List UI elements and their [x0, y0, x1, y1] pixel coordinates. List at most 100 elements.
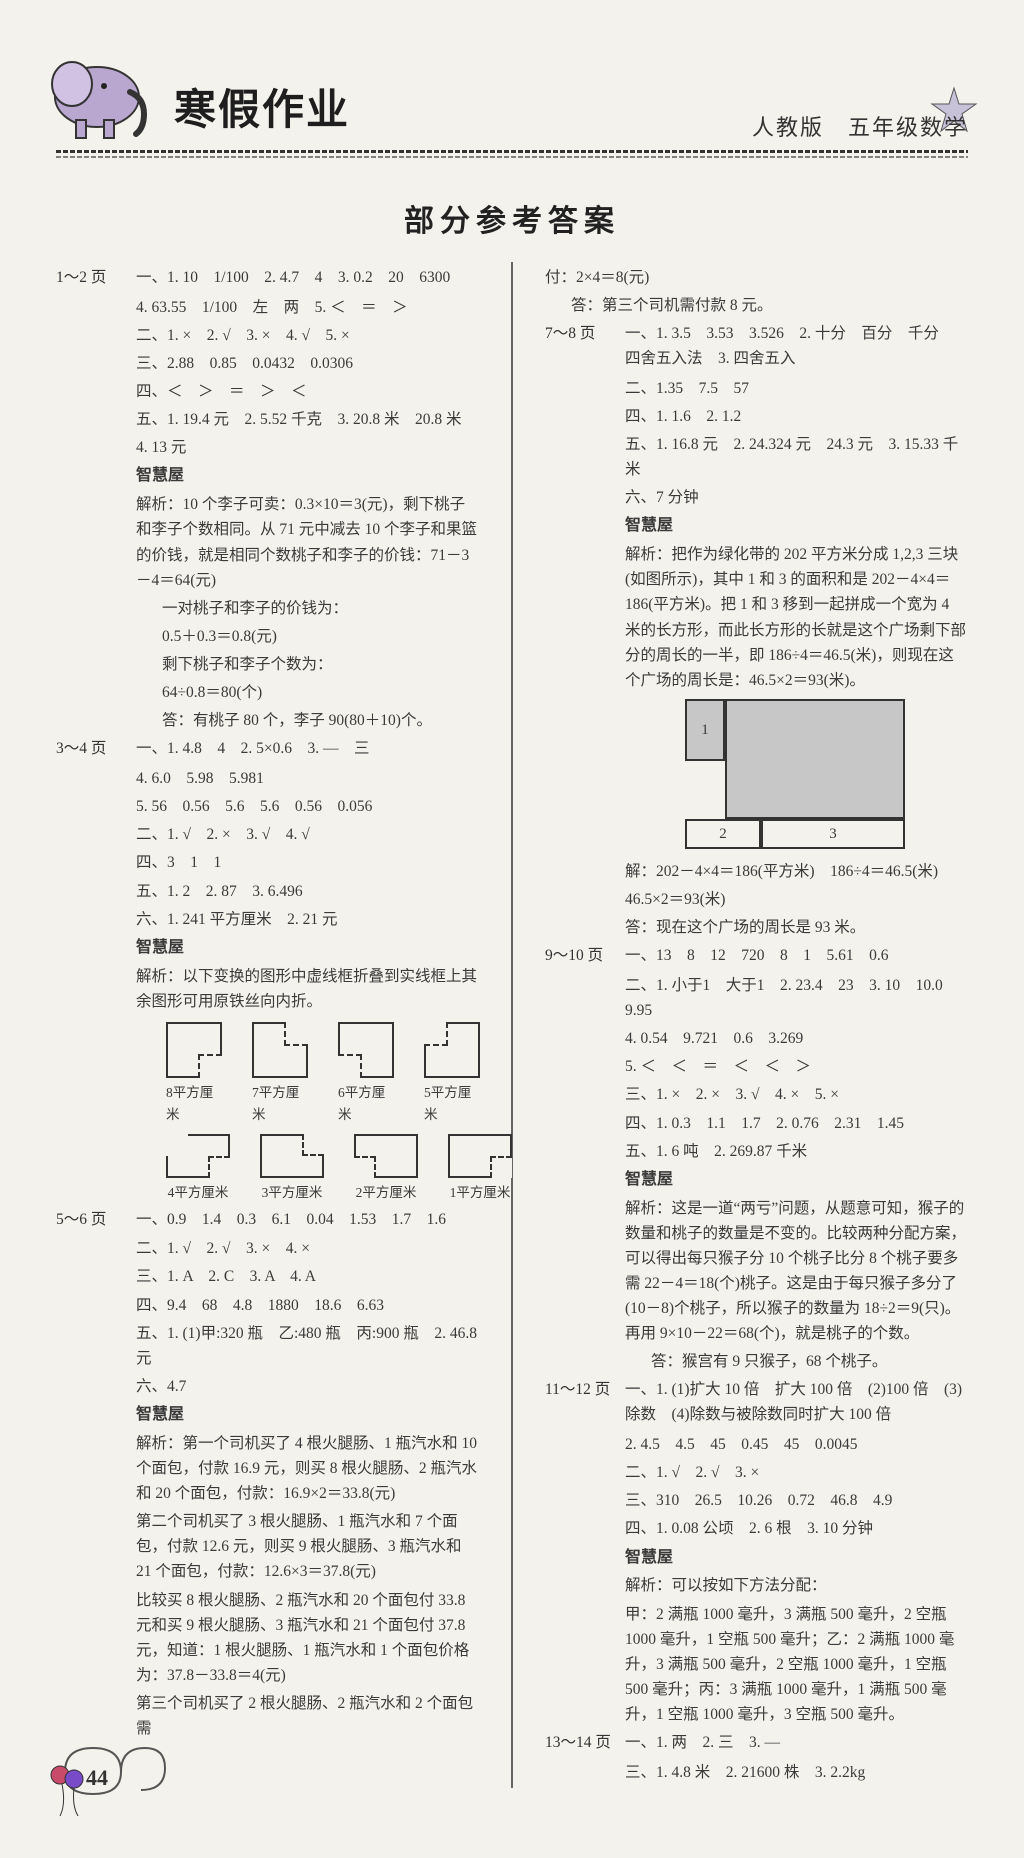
- explanation: 解析：以下变换的图形中虚线框折叠到实线框上其余图形可用原铁丝向内折。: [136, 964, 479, 1014]
- polyomino-icon: [354, 1134, 418, 1178]
- range-label: 9～10 页: [545, 944, 625, 969]
- shape-item: 1平方厘米: [448, 1134, 512, 1204]
- diagram-main-rect: [725, 699, 905, 819]
- wisdom-box: 智慧屋 解析：10 个李子可卖：0.3×10＝3(元)，剩下桃子和李子个数相同。…: [56, 463, 479, 733]
- shape-label: 6平方厘米: [338, 1082, 394, 1126]
- left-column: 1～2 页一、1. 10 1/100 2. 4.7 4 3. 0.2 20 63…: [56, 262, 479, 1788]
- answer-line: 四、3 1 1: [136, 850, 479, 875]
- answer-line: 一、1. 4.8 4 2. 5×0.6 3. — 三: [136, 737, 479, 762]
- answer-line: 一、0.9 1.4 0.3 6.1 0.04 1.53 1.7 1.6: [136, 1208, 479, 1233]
- diagram-block-3: 3: [761, 819, 905, 849]
- answer-line: 2. 4.5 4.5 45 0.45 45 0.0045: [625, 1432, 968, 1457]
- shape-label: 4平方厘米: [168, 1182, 229, 1204]
- explanation: 64÷0.8＝80(个): [136, 680, 479, 705]
- answer-line: 六、7 分钟: [625, 485, 968, 510]
- range-label: 5～6 页: [56, 1208, 136, 1233]
- answer-line: 四、1. 0.08 公顷 2. 6 根 3. 10 分钟: [625, 1516, 968, 1541]
- answer-line: 二、1. √ 2. √ 3. ×: [625, 1460, 968, 1485]
- shape-label: 8平方厘米: [166, 1082, 222, 1126]
- workbook-title: 寒假作业: [174, 76, 350, 137]
- wisdom-box: 智慧屋 解析：可以按如下方法分配： 甲：2 满瓶 1000 毫升，3 满瓶 50…: [545, 1545, 968, 1728]
- shape-item: 5平方厘米: [424, 1022, 480, 1126]
- answer-line: 六、1. 241 平方厘米 2. 21 元: [136, 907, 479, 932]
- shape-label: 1平方厘米: [450, 1182, 511, 1204]
- answer-line: 一、13 8 12 720 8 1 5.61 0.6: [625, 944, 968, 969]
- shape-item: 8平方厘米: [166, 1022, 222, 1126]
- page-header: 寒假作业 人教版 五年级数学: [56, 50, 968, 168]
- answer-line: 四、1. 1.6 2. 1.2: [625, 404, 968, 429]
- wisdom-box: 智慧屋 解析：第一个司机买了 4 根火腿肠、1 瓶汽水和 10 个面包，付款 1…: [56, 1402, 479, 1741]
- explanation: 比较买 8 根火腿肠、2 瓶汽水和 20 个面包付 33.8 元和买 9 根火腿…: [136, 1588, 479, 1688]
- answer-line: 四、＜ ＞ ＝ ＞ ＜: [136, 379, 479, 404]
- rect-diagram: 1 2 3: [685, 699, 968, 819]
- range-label: 11～12 页: [545, 1378, 625, 1428]
- polyomino-icon: [448, 1134, 512, 1178]
- answer-line: 三、2.88 0.85 0.0432 0.0306: [136, 351, 479, 376]
- page-number-badge: 44: [58, 1743, 168, 1818]
- answer-line: 五、1. (1)甲:320 瓶 乙:480 瓶 丙:900 瓶 2. 46.8 …: [136, 1321, 479, 1371]
- explanation: 解析：把作为绿化带的 202 平方米分成 1,2,3 三块(如图所示)，其中 1…: [625, 542, 968, 693]
- answer-line: 二、1. √ 2. √ 3. × 4. ×: [136, 1236, 479, 1261]
- answer-line: 4. 6.0 5.98 5.981: [136, 766, 479, 791]
- explanation: 答：猴宫有 9 只猴子，68 个桃子。: [625, 1349, 968, 1374]
- page-range: 13～14 页一、1. 两 2. 三 3. —: [545, 1731, 968, 1756]
- answer-line: 五、1. 19.4 元 2. 5.52 千克 3. 20.8 米 20.8 米: [136, 407, 479, 432]
- answer-line: 五、1. 16.8 元 2. 24.324 元 24.3 元 3. 15.33 …: [625, 432, 968, 482]
- answer-line: 三、310 26.5 10.26 0.72 46.8 4.9: [625, 1488, 968, 1513]
- shape-label: 5平方厘米: [424, 1082, 480, 1126]
- explanation: 第三个司机买了 2 根火腿肠、2 瓶汽水和 2 个面包需: [136, 1691, 479, 1741]
- polyomino-icon: [424, 1022, 480, 1078]
- page-range: 7～8 页一、1. 3.5 3.53 3.526 2. 十分 百分 千分 四舍五…: [545, 322, 968, 372]
- wisdom-heading: 智慧屋: [625, 1167, 968, 1193]
- answer-line: 二、1. √ 2. × 3. √ 4. √: [136, 822, 479, 847]
- answer-block: 三、1. 4.8 米 2. 21600 株 3. 2.2kg: [545, 1760, 968, 1785]
- explanation: 甲：2 满瓶 1000 毫升，3 满瓶 500 毫升，2 空瓶 1000 毫升，…: [625, 1602, 968, 1728]
- shape-label: 3平方厘米: [262, 1182, 323, 1204]
- answer-line: 一、1. (1)扩大 10 倍 扩大 100 倍 (2)100 倍 (3)除数 …: [625, 1378, 968, 1428]
- range-label: 13～14 页: [545, 1731, 625, 1756]
- shape-row: 8平方厘米 7平方厘米 6平方厘米 5平方厘米: [166, 1022, 479, 1126]
- answer-line: 二、1. × 2. √ 3. × 4. √ 5. ×: [136, 323, 479, 348]
- page-number: 44: [86, 1765, 108, 1791]
- shape-item: 3平方厘米: [260, 1134, 324, 1204]
- page-range: 5～6 页一、0.9 1.4 0.3 6.1 0.04 1.53 1.7 1.6: [56, 1208, 479, 1233]
- polyomino-icon: [260, 1134, 324, 1178]
- wisdom-heading: 智慧屋: [625, 513, 968, 539]
- answer-line: 五、1. 2 2. 87 3. 6.496: [136, 879, 479, 904]
- answer-line: 四、1. 0.3 1.1 1.7 2. 0.76 2.31 1.45: [625, 1111, 968, 1136]
- answer-block: 二、1. 小于1 大于1 2. 23.4 23 3. 10 10.0 9.95 …: [545, 973, 968, 1164]
- shape-row: 4平方厘米 3平方厘米 2平方厘米 1平方厘米: [166, 1134, 479, 1204]
- explanation: 解析：10 个李子可卖：0.3×10＝3(元)，剩下桃子和李子个数相同。从 71…: [136, 492, 479, 592]
- wisdom-heading: 智慧屋: [136, 463, 479, 489]
- polyomino-icon: [166, 1134, 230, 1178]
- answer-line: 二、1. 小于1 大于1 2. 23.4 23 3. 10 10.0 9.95: [625, 973, 968, 1023]
- answer-line: 5. ＜ ＜ ＝ ＜ ＜ ＞: [625, 1054, 968, 1079]
- explanation: 剩下桃子和李子个数为：: [136, 652, 479, 677]
- answer-line: 一、1. 10 1/100 2. 4.7 4 3. 0.2 20 6300: [136, 266, 479, 291]
- answer-block: 4. 63.55 1/100 左 两 5. ＜ ＝ ＞ 二、1. × 2. √ …: [56, 295, 479, 461]
- answer-line: 答：第三个司机需付款 8 元。: [545, 293, 968, 318]
- answer-line: 三、1. 4.8 米 2. 21600 株 3. 2.2kg: [625, 1760, 968, 1785]
- page: 寒假作业 人教版 五年级数学 部分参考答案 1～2 页一、1. 10 1/100…: [0, 0, 1024, 1858]
- answer-line: 六、4.7: [136, 1374, 479, 1399]
- range-label: 1～2 页: [56, 266, 136, 291]
- polyomino-icon: [338, 1022, 394, 1078]
- explanation: 第二个司机买了 3 根火腿肠、1 瓶汽水和 7 个面包，付款 12.6 元，则买…: [136, 1509, 479, 1584]
- answer-line: 一、1. 两 2. 三 3. —: [625, 1731, 968, 1756]
- answer-line: 4. 0.54 9.721 0.6 3.269: [625, 1026, 968, 1051]
- wisdom-heading: 智慧屋: [625, 1545, 968, 1571]
- explanation: 答：现在这个广场的周长是 93 米。: [625, 915, 968, 940]
- range-label: 3～4 页: [56, 737, 136, 762]
- elephant-icon: [42, 42, 172, 147]
- shape-item: 2平方厘米: [354, 1134, 418, 1204]
- answer-block: 4. 6.0 5.98 5.981 5. 56 0.56 5.6 5.6 0.5…: [56, 766, 479, 932]
- column-divider: [511, 262, 513, 1788]
- answer-line: 4. 63.55 1/100 左 两 5. ＜ ＝ ＞: [136, 295, 479, 320]
- answer-line: 三、1. × 2. × 3. √ 4. × 5. ×: [625, 1082, 968, 1107]
- explanation: 解析：可以按如下方法分配：: [625, 1573, 968, 1598]
- answer-block: 2. 4.5 4.5 45 0.45 45 0.0045 二、1. √ 2. √…: [545, 1432, 968, 1541]
- shape-item: 7平方厘米: [252, 1022, 308, 1126]
- range-label: 7～8 页: [545, 322, 625, 372]
- explanation: 解析：这是一道“两亏”问题，从题意可知，猴子的数量和桃子的数量是不变的。比较两种…: [625, 1196, 968, 1347]
- wisdom-heading: 智慧屋: [136, 935, 479, 961]
